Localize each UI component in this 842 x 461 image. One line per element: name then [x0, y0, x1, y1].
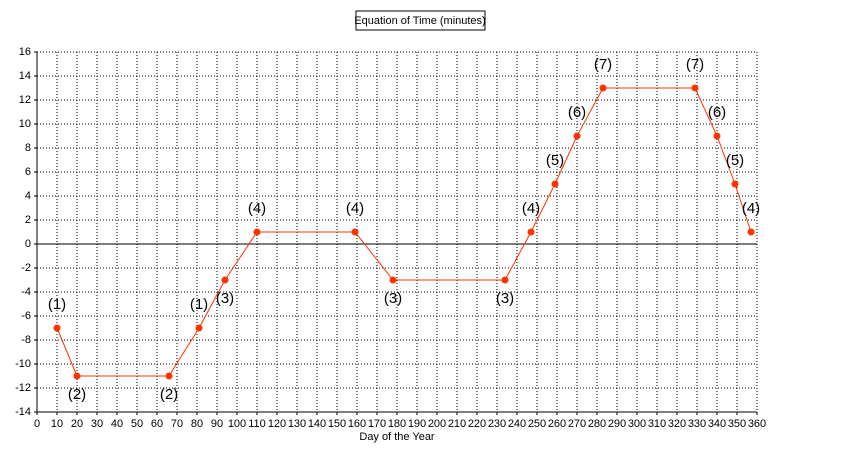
chart-title: Equation of Time (minutes): [354, 15, 485, 27]
x-tick-label: 30: [91, 418, 103, 430]
y-tick-label: -12: [15, 382, 31, 394]
point-label: (3): [216, 290, 234, 307]
x-tick-label: 0: [34, 418, 40, 430]
point-label: (1): [190, 296, 208, 313]
y-tick-label: 2: [25, 214, 31, 226]
point-label: (5): [546, 152, 564, 169]
y-tick-label: 10: [19, 118, 31, 130]
x-tick-label: 180: [388, 418, 406, 430]
point: [501, 276, 509, 284]
point-label: (4): [346, 200, 364, 217]
x-tick-label: 100: [228, 418, 246, 430]
x-tick-label: 200: [428, 418, 446, 430]
point: [195, 324, 203, 332]
point: [573, 132, 581, 140]
point-label: (7): [594, 56, 612, 73]
x-tick-label: 190: [408, 418, 426, 430]
y-tick-label: 6: [25, 166, 31, 178]
point: [165, 372, 173, 380]
point: [389, 276, 397, 284]
x-tick-label: 120: [268, 418, 286, 430]
point-label: (7): [686, 56, 704, 73]
x-tick-label: 310: [648, 418, 666, 430]
y-tick-label: -2: [21, 262, 31, 274]
point-label: (6): [708, 104, 726, 121]
x-tick-label: 240: [508, 418, 526, 430]
point-label: (6): [568, 104, 586, 121]
x-tick-label: 40: [111, 418, 123, 430]
x-tick-label: 320: [668, 418, 686, 430]
x-tick-label: 210: [448, 418, 466, 430]
point: [691, 84, 699, 92]
y-tick-label: 14: [19, 70, 31, 82]
y-tick-label: 4: [25, 190, 31, 202]
point-label: (2): [68, 386, 86, 403]
x-axis-label: Day of the Year: [359, 431, 435, 443]
y-tick-label: -14: [15, 406, 31, 418]
y-tick-label: 16: [19, 46, 31, 58]
x-tick-label: 340: [708, 418, 726, 430]
point-label: (4): [742, 200, 760, 217]
x-tick-label: 170: [368, 418, 386, 430]
y-tick-label: 12: [19, 94, 31, 106]
x-tick-label: 270: [568, 418, 586, 430]
x-tick-label: 90: [211, 418, 223, 430]
title-box: [355, 10, 486, 31]
x-tick-label: 330: [688, 418, 706, 430]
y-tick-label: -4: [21, 286, 31, 298]
x-tick-label: 220: [468, 418, 486, 430]
x-tick-label: 280: [588, 418, 606, 430]
x-tick-label: 70: [171, 418, 183, 430]
point-label: (2): [160, 386, 178, 403]
point: [73, 372, 81, 380]
point-label: (3): [384, 290, 402, 307]
x-tick-label: 110: [248, 418, 266, 430]
x-tick-label: 20: [71, 418, 83, 430]
x-tick-label: 60: [151, 418, 163, 430]
y-tick-label: 8: [25, 142, 31, 154]
y-tick-label: -6: [21, 310, 31, 322]
y-tick-label: -10: [15, 358, 31, 370]
point: [527, 228, 535, 236]
point: [747, 228, 755, 236]
point-label: (5): [726, 152, 744, 169]
x-tick-label: 260: [548, 418, 566, 430]
y-tick-label: 0: [25, 238, 31, 250]
point: [731, 180, 739, 188]
point-label: (4): [248, 200, 266, 217]
x-tick-label: 300: [628, 418, 646, 430]
point: [253, 228, 261, 236]
point-label: (3): [496, 290, 514, 307]
point: [221, 276, 229, 284]
point: [351, 228, 359, 236]
x-tick-label: 130: [288, 418, 306, 430]
x-tick-label: 290: [608, 418, 626, 430]
point: [713, 132, 721, 140]
x-tick-label: 360: [748, 418, 766, 430]
x-tick-label: 140: [308, 418, 326, 430]
x-tick-label: 50: [131, 418, 143, 430]
point: [599, 84, 607, 92]
point-label: (1): [48, 296, 66, 313]
x-tick-label: 10: [51, 418, 63, 430]
point: [53, 324, 61, 332]
x-tick-label: 230: [488, 418, 506, 430]
x-tick-label: 350: [728, 418, 746, 430]
x-tick-label: 150: [328, 418, 346, 430]
x-tick-label: 80: [191, 418, 203, 430]
y-tick-label: -8: [21, 334, 31, 346]
x-tick-label: 250: [528, 418, 546, 430]
point-label: (4): [522, 200, 540, 217]
x-tick-label: 160: [348, 418, 366, 430]
line: [56, 87, 752, 377]
point: [551, 180, 559, 188]
